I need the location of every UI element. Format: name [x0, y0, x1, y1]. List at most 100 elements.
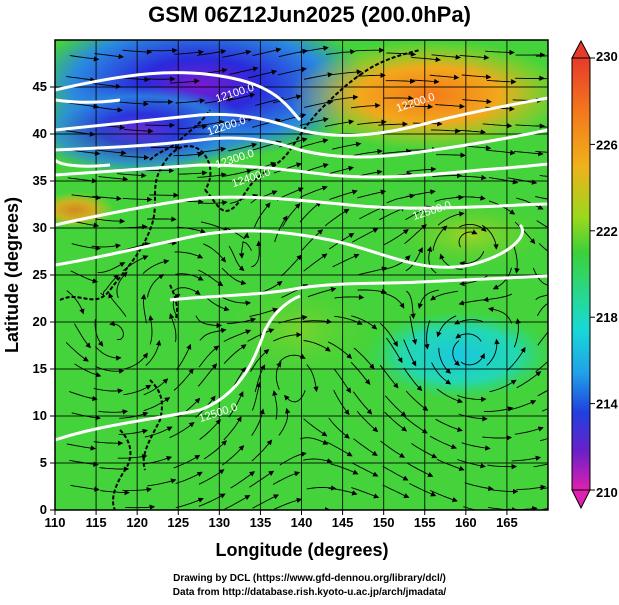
streamline: [93, 440, 124, 446]
streamline: [489, 379, 517, 393]
streamline: [459, 251, 485, 267]
streamline: [356, 410, 379, 433]
streamline: [65, 342, 89, 362]
streamline: [485, 49, 515, 56]
streamline: [203, 440, 227, 460]
streamline: [454, 319, 483, 325]
streamline: [222, 296, 252, 306]
streamline: [483, 406, 514, 413]
streamline: [303, 253, 328, 272]
streamline: [429, 435, 457, 450]
streamline: [274, 497, 303, 510]
streamline: [333, 368, 352, 394]
streamline: [379, 322, 398, 347]
x-tick-label: 125: [167, 515, 189, 530]
streamline: [307, 287, 337, 298]
streamline: [172, 294, 181, 320]
y-tick-label: 40: [33, 126, 47, 141]
streamline: [99, 466, 130, 472]
y-tick-label: 10: [33, 408, 47, 423]
streamline: [230, 471, 256, 489]
streamline: [278, 407, 291, 436]
streamline: [486, 149, 516, 156]
streamline: [380, 292, 405, 309]
streamline: [173, 287, 201, 296]
streamline: [406, 290, 416, 320]
streamline: [535, 196, 548, 200]
streamline: [487, 463, 517, 470]
streamline: [409, 315, 418, 345]
streamline: [537, 331, 548, 346]
colorbar-label: 230: [596, 49, 618, 64]
streamline: [122, 486, 152, 493]
streamline: [69, 459, 99, 467]
y-tick-label: 5: [40, 455, 47, 470]
streamline: [67, 177, 98, 184]
streamline: [350, 361, 371, 385]
streamline: [382, 148, 412, 155]
streamline: [380, 440, 405, 458]
streamline: [175, 273, 204, 281]
streamline: [304, 99, 334, 108]
streamline: [197, 172, 227, 178]
streamline: [70, 149, 101, 156]
x-tick-label: 145: [332, 515, 354, 530]
streamline: [196, 146, 227, 154]
streamline: [384, 395, 407, 417]
streamline: [328, 487, 358, 496]
streamline: [94, 53, 124, 60]
streamline: [272, 390, 278, 420]
streamline: [278, 314, 308, 324]
y-tick-label: 15: [33, 361, 47, 376]
streamline: [542, 508, 548, 510]
streamline: [145, 340, 162, 366]
streamline: [100, 274, 120, 296]
streamline: [274, 215, 288, 243]
streamline: [143, 456, 173, 465]
streamline: [378, 121, 408, 127]
streamline: [512, 244, 520, 274]
streamline: [435, 418, 463, 432]
streamline: [458, 413, 488, 422]
streamline: [539, 487, 548, 490]
colorbar-ramp: [571, 57, 591, 491]
streamline: [436, 152, 466, 158]
streamline: [460, 353, 485, 366]
streamline: [119, 154, 150, 161]
streamline: [173, 454, 201, 469]
streamline: [537, 389, 548, 397]
streamline: [351, 462, 379, 477]
streamline: [70, 484, 100, 492]
colorbar-min-arrow: [571, 489, 591, 510]
streamline: [482, 435, 512, 441]
credit-drawing: Drawing by DCL (https://www.gfd-dennou.o…: [173, 573, 446, 584]
streamline: [461, 74, 492, 80]
streamline: [249, 470, 275, 488]
colorbar-label: 214: [596, 397, 618, 412]
streamline: [438, 347, 452, 374]
streamline: [430, 490, 458, 503]
streamline: [404, 224, 427, 245]
streamline: [327, 341, 353, 360]
streamline: [353, 148, 383, 156]
streamline: [431, 362, 452, 385]
streamline: [513, 318, 521, 348]
streamline: [252, 118, 281, 128]
streamline: [71, 243, 101, 251]
streamline: [94, 318, 104, 347]
streamline: [221, 267, 247, 286]
streamline: [70, 270, 99, 284]
streamline: [403, 367, 423, 392]
streamline: [71, 412, 101, 421]
streamline: [251, 408, 265, 436]
streamline: [352, 391, 373, 415]
streamline: [457, 394, 487, 403]
streamline: [302, 318, 333, 325]
streamline: [455, 333, 482, 342]
geopotential-contours: [55, 71, 548, 442]
streamline: [324, 208, 350, 227]
streamline: [303, 418, 328, 437]
streamline: [386, 51, 417, 57]
streamline: [198, 345, 220, 368]
streamline: [406, 189, 436, 197]
